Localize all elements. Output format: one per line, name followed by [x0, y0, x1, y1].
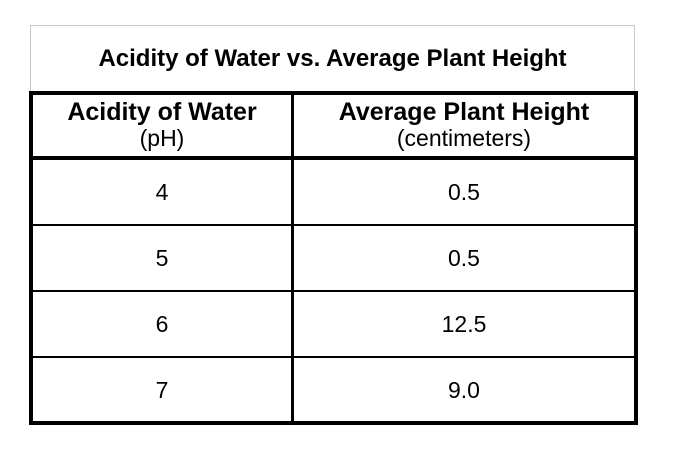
header-plant-height-unit: (centimeters)	[396, 125, 532, 151]
header-acidity-label: Acidity of Water	[67, 98, 257, 126]
table-title: Acidity of Water vs. Average Plant Heigh…	[98, 44, 567, 72]
table-title-box: Acidity of Water vs. Average Plant Heigh…	[30, 25, 635, 91]
height-cell: 0.5	[448, 178, 480, 205]
ph-cell: 6	[155, 310, 169, 337]
column-divider	[291, 95, 294, 421]
table-header-row: Acidity of Water (pH) Average Plant Heig…	[33, 95, 634, 160]
table-row: 7 9.0	[33, 358, 634, 422]
height-cell: 9.0	[448, 376, 480, 403]
row-divider	[33, 356, 634, 358]
header-acidity-unit: (pH)	[139, 125, 185, 151]
table-row: 6 12.5	[33, 292, 634, 356]
ph-cell: 5	[155, 244, 169, 271]
height-cell: 0.5	[448, 244, 480, 271]
row-divider	[33, 290, 634, 292]
table-row: 5 0.5	[33, 226, 634, 290]
height-cell: 12.5	[441, 310, 487, 337]
table-row: 4 0.5	[33, 160, 634, 224]
ph-cell: 4	[155, 178, 169, 205]
row-divider	[33, 224, 634, 226]
data-table: Acidity of Water (pH) Average Plant Heig…	[29, 91, 638, 425]
header-plant-height-label: Average Plant Height	[338, 98, 590, 126]
header-acidity: Acidity of Water (pH)	[33, 99, 291, 155]
ph-cell: 7	[155, 376, 169, 403]
header-plant-height: Average Plant Height (centimeters)	[294, 99, 634, 155]
